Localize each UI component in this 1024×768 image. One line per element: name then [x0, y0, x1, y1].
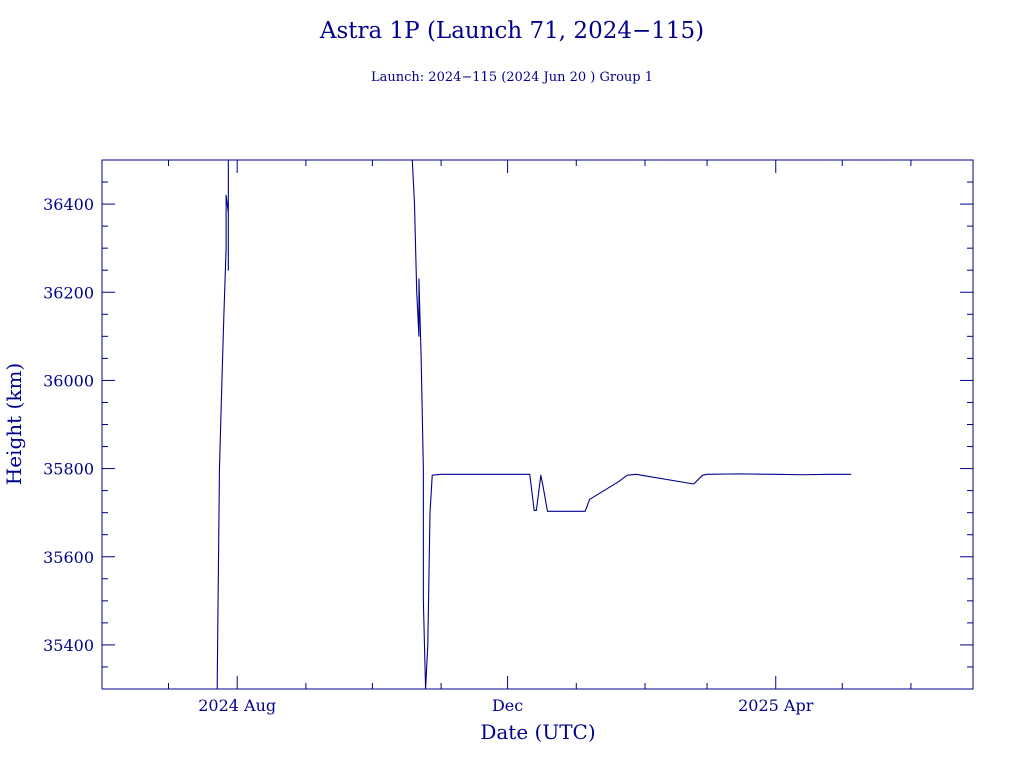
x-axis-label: Date (UTC)	[480, 720, 595, 744]
y-tick-label: 35800	[43, 460, 94, 479]
plot-frame	[101, 159, 974, 690]
y-axis-label: Height (km)	[2, 363, 26, 485]
y-tick-label: 36000	[43, 371, 94, 390]
x-tick-label: Dec	[492, 696, 523, 715]
x-tick-label: 2024 Aug	[198, 696, 276, 715]
axis-tick-labels: 35400 35600 35800 36000 36200 36400 2024 Aug De…	[43, 195, 814, 715]
axis-ticks	[101, 159, 973, 690]
y-tick-label: 35600	[43, 548, 94, 567]
y-tick-label: 36200	[43, 283, 94, 302]
y-tick-label: 36400	[43, 195, 94, 214]
chart-title: Astra 1P (Launch 71, 2024−115)	[319, 18, 704, 44]
x-tick-label: 2025 Apr	[738, 696, 814, 715]
series-line-1	[216, 160, 229, 689]
series-line-2	[411, 160, 852, 689]
y-tick-label: 35400	[43, 636, 94, 655]
chart-subtitle: Launch: 2024−115 (2024 Jun 20 ) Group 1	[371, 70, 653, 85]
series-layer	[216, 160, 852, 689]
